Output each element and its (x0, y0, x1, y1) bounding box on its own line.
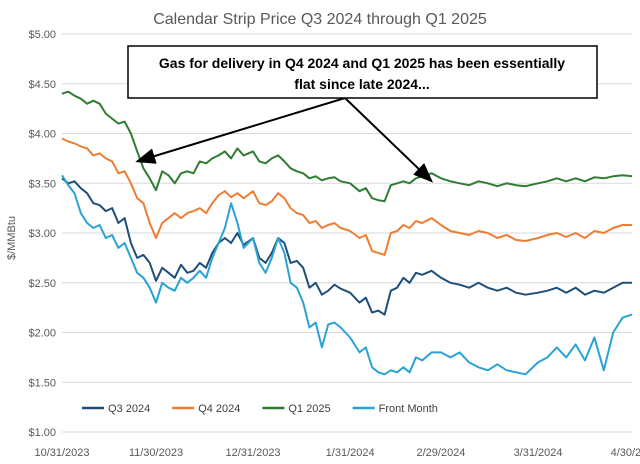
series-lines (61, 90, 633, 376)
x-tick-label: 11/30/2023 (129, 447, 183, 459)
y-tick-label: $3.50 (28, 178, 56, 190)
x-tick-label: 10/31/2023 (34, 447, 89, 459)
series-line-q4-2024 (61, 137, 632, 256)
x-axis-ticks: 10/31/2023 11/30/2023 12/31/2023 1/31/2024 2… (34, 447, 640, 459)
annotation-box (127, 45, 598, 99)
y-axis-label: $/MMBtu (6, 216, 18, 260)
series-line-front-month (61, 174, 633, 376)
y-tick-label: $5.00 (28, 29, 56, 41)
annotation-line-2: flat since late 2024... (294, 76, 429, 92)
legend-label: Q4 2024 (198, 403, 240, 415)
series-line-q3-2024 (61, 177, 632, 316)
annotation-arrows (135, 97, 434, 183)
legend: Q3 2024 Q4 2024 Q1 2025 Front Month (82, 403, 438, 415)
y-tick-label: $1.00 (28, 427, 56, 439)
x-tick-label: 1/31/2024 (326, 447, 375, 459)
y-tick-label: $2.50 (28, 278, 56, 290)
x-tick-label: 2/29/2024 (416, 447, 465, 459)
y-tick-label: $2.00 (28, 328, 56, 340)
y-tick-label: $3.00 (28, 228, 56, 240)
annotation-arrow (344, 97, 434, 183)
y-tick-label: $1.50 (28, 377, 56, 389)
x-tick-label: 4/30/202 (611, 447, 640, 459)
y-axis-ticks: $1.00 $1.50 $2.00 $2.50 $3.00 $3.50 $4.00 $4.50… (28, 29, 56, 439)
legend-label: Q1 2025 (288, 403, 330, 415)
x-tick-label: 3/31/2024 (514, 447, 563, 459)
chart-title: Calendar Strip Price Q3 2024 through Q1 … (153, 11, 487, 28)
series-line-q1-2025 (61, 90, 633, 203)
y-tick-label: $4.50 (28, 79, 56, 91)
x-tick-label: 12/31/2023 (226, 447, 281, 459)
legend-label: Front Month (379, 403, 438, 415)
annotation: Gas for delivery in Q4 2024 and Q1 2025 … (127, 45, 598, 183)
y-tick-label: $4.00 (28, 129, 56, 141)
annotation-arrow (135, 97, 346, 164)
annotation-line-1: Gas for delivery in Q4 2024 and Q1 2025 … (159, 55, 565, 71)
legend-label: Q3 2024 (108, 403, 150, 415)
